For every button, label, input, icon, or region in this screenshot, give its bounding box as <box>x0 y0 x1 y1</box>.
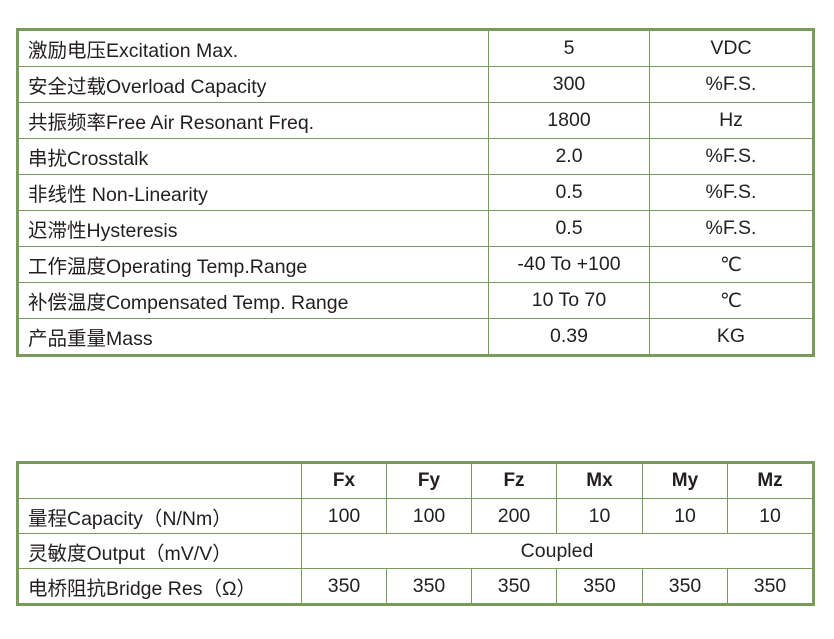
spec-label: 激励电压Excitation Max. <box>17 29 489 67</box>
table-row: 量程Capacity（N/Nm） 100 100 200 10 10 10 <box>17 498 814 534</box>
capacity-fy: 100 <box>386 498 472 534</box>
spec-value: 0.39 <box>488 318 650 356</box>
spec-label: 共振频率Free Air Resonant Freq. <box>17 102 489 139</box>
axes-table-head: Fx Fy Fz Mx My Mz <box>17 462 814 499</box>
spec-unit: %F.S. <box>649 138 814 175</box>
table-row: 安全过载Overload Capacity 300 %F.S. <box>17 66 814 103</box>
axes-table: Fx Fy Fz Mx My Mz 量程Capacity（N/Nm） 100 1… <box>16 461 815 606</box>
bridge-res-fx: 350 <box>301 568 387 605</box>
spec-label: 串扰Crosstalk <box>17 138 489 175</box>
axes-row-label-capacity: 量程Capacity（N/Nm） <box>17 498 302 534</box>
capacity-mx: 10 <box>556 498 643 534</box>
capacity-fz: 200 <box>471 498 557 534</box>
axes-header-row: Fx Fy Fz Mx My Mz <box>17 462 814 499</box>
spec-label: 迟滞性Hysteresis <box>17 210 489 247</box>
capacity-fx: 100 <box>301 498 387 534</box>
spec-unit: KG <box>649 318 814 356</box>
spec-label: 工作温度Operating Temp.Range <box>17 246 489 283</box>
capacity-mz: 10 <box>727 498 814 534</box>
bridge-res-fz: 350 <box>471 568 557 605</box>
axes-header-mx: Mx <box>556 462 643 499</box>
table-row: 补偿温度Compensated Temp. Range 10 To 70 ℃ <box>17 282 814 319</box>
table-row: 串扰Crosstalk 2.0 %F.S. <box>17 138 814 175</box>
table-row: 共振频率Free Air Resonant Freq. 1800 Hz <box>17 102 814 139</box>
table-row: 电桥阻抗Bridge Res（Ω） 350 350 350 350 350 35… <box>17 568 814 605</box>
spec-label: 非线性 Non-Linearity <box>17 174 489 211</box>
axes-header-my: My <box>642 462 728 499</box>
spec-value: 0.5 <box>488 174 650 211</box>
bridge-res-mx: 350 <box>556 568 643 605</box>
table-row: 非线性 Non-Linearity 0.5 %F.S. <box>17 174 814 211</box>
spec-value: 10 To 70 <box>488 282 650 319</box>
spec-unit: Hz <box>649 102 814 139</box>
spec-value: 2.0 <box>488 138 650 175</box>
axes-header-fy: Fy <box>386 462 472 499</box>
table-row: 工作温度Operating Temp.Range -40 To +100 ℃ <box>17 246 814 283</box>
bridge-res-my: 350 <box>642 568 728 605</box>
spec-value: 0.5 <box>488 210 650 247</box>
axes-header-fx: Fx <box>301 462 387 499</box>
output-coupled-cell: Coupled <box>301 533 814 569</box>
spec-unit: ℃ <box>649 282 814 319</box>
spec-unit: %F.S. <box>649 210 814 247</box>
table-row: 迟滞性Hysteresis 0.5 %F.S. <box>17 210 814 247</box>
spec-value: 300 <box>488 66 650 103</box>
bridge-res-mz: 350 <box>727 568 814 605</box>
axes-corner-cell <box>17 462 302 499</box>
specifications-table: 激励电压Excitation Max. 5 VDC 安全过载Overload C… <box>16 28 815 357</box>
spec-value: -40 To +100 <box>488 246 650 283</box>
spec-label: 产品重量Mass <box>17 318 489 356</box>
axes-row-label-output: 灵敏度Output（mV/V） <box>17 533 302 569</box>
axes-table-body: 量程Capacity（N/Nm） 100 100 200 10 10 10 灵敏… <box>17 498 814 605</box>
axes-header-mz: Mz <box>727 462 814 499</box>
spec-unit: %F.S. <box>649 174 814 211</box>
axes-row-label-bridge-res: 电桥阻抗Bridge Res（Ω） <box>17 568 302 605</box>
capacity-my: 10 <box>642 498 728 534</box>
axes-header-fz: Fz <box>471 462 557 499</box>
spec-label: 补偿温度Compensated Temp. Range <box>17 282 489 319</box>
spec-unit: ℃ <box>649 246 814 283</box>
spec-value: 1800 <box>488 102 650 139</box>
spec-unit: VDC <box>649 29 814 67</box>
spec-value: 5 <box>488 29 650 67</box>
table-row: 激励电压Excitation Max. 5 VDC <box>17 29 814 67</box>
spec-unit: %F.S. <box>649 66 814 103</box>
table-row: 产品重量Mass 0.39 KG <box>17 318 814 356</box>
spec-label: 安全过载Overload Capacity <box>17 66 489 103</box>
table-row: 灵敏度Output（mV/V） Coupled <box>17 533 814 569</box>
bridge-res-fy: 350 <box>386 568 472 605</box>
specifications-table-body: 激励电压Excitation Max. 5 VDC 安全过载Overload C… <box>17 29 814 356</box>
